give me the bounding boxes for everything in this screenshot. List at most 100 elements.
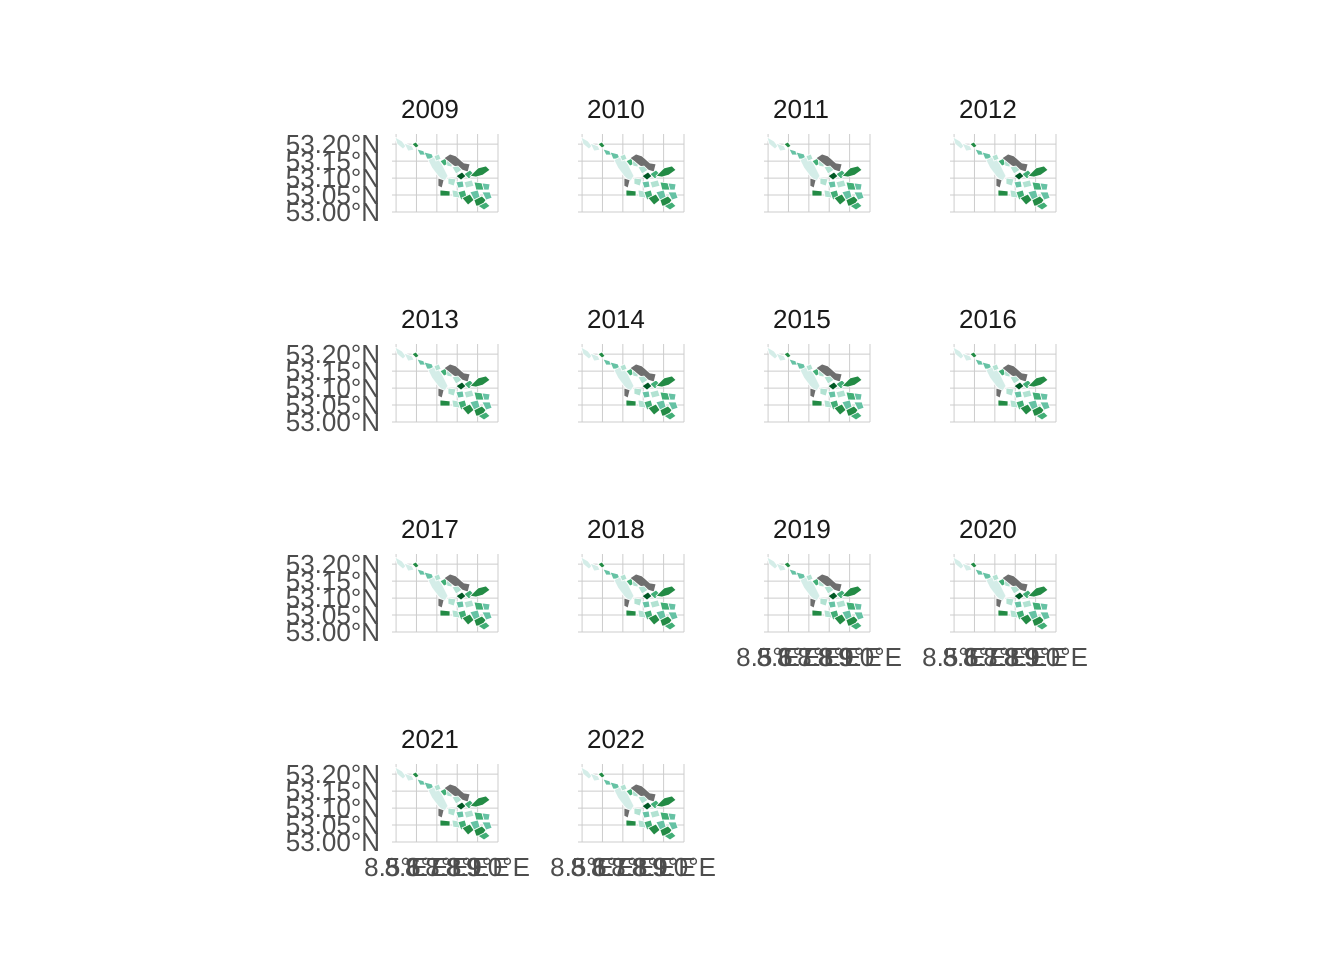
map-region [1039,611,1051,621]
x-tick-label: 8.9°E [632,852,696,882]
map-region [663,411,677,421]
map-region [433,363,442,372]
map-region [811,609,823,617]
map-region [1013,600,1023,609]
map-region [783,351,792,359]
x-tick-label: 9.0°E [652,852,716,882]
panel-2014: 2014 [578,304,685,423]
y-tick-label: 53.20°N [286,339,380,369]
panel-title: 2015 [773,304,831,334]
map-region [961,562,973,572]
map-region [623,387,631,399]
map-region [961,142,973,152]
x-tick-label: 9.0°E [466,852,530,882]
x-tick-label: 8.6°E [943,642,1007,672]
map-region [447,597,457,607]
map-region [663,621,677,631]
map-region [655,585,677,598]
map-region [849,411,863,421]
map-region [437,177,445,189]
map-region [637,585,649,595]
map-region [805,573,814,582]
panel-2016: 2016 [950,304,1057,423]
map-region [1009,585,1021,595]
map-region [433,783,442,792]
map-region [437,807,445,819]
map-region [775,352,787,362]
map-region [451,585,463,595]
panel-2019: 2019 8.5°E8.6°E8.7°E8.8°E8.9°E9.0°E [736,514,902,672]
map-region [823,585,835,595]
map-region [481,191,493,201]
panel-title: 2018 [587,514,645,544]
panel-2021: 202153.20°N53.15°N53.10°N53.05°N53.00°N8… [286,724,530,882]
map-region [663,201,677,211]
panel-2017: 2017 53.20°N53.15°N53.10°N53.05°N53.00°N [286,514,499,647]
map-region [819,387,829,397]
x-tick-label: 9.0°E [1024,642,1088,672]
map-region [667,182,677,191]
map-region [481,812,491,821]
map-region [667,191,679,201]
map-region [849,621,863,631]
map-region [411,771,420,779]
map-region [625,609,637,617]
map-region [403,562,415,572]
map-region [991,363,1000,372]
map-region [1035,201,1049,211]
x-tick-label: 8.8°E [797,642,861,672]
map-region [394,346,407,360]
map-region [775,142,787,152]
x-tick-label: 8.9°E [446,852,510,882]
panel-2011: 2011 [764,94,871,213]
map-region [667,392,677,401]
x-tick-label: 8.5°E [364,852,428,882]
panel-title: 2010 [587,94,645,124]
map-region [625,819,637,827]
map-region [597,771,606,779]
map-region [625,189,637,197]
map-region [633,387,643,397]
map-region [623,597,631,609]
y-tick-label: 53.05°N [286,810,380,840]
y-tick-label: 53.10°N [286,373,380,403]
map-region [477,411,491,421]
map-region [637,795,649,805]
y-tick-label: 53.20°N [286,129,380,159]
x-tick-label: 8.9°E [1004,642,1068,672]
map-region [655,375,677,388]
map-region [853,191,865,201]
map-region [1039,392,1049,401]
map-region [597,141,606,149]
map-region [1005,177,1015,187]
map-region [997,399,1009,407]
map-region [447,177,457,187]
map-region [952,346,965,360]
map-region [447,387,457,397]
map-region [1021,389,1033,399]
map-region [649,809,661,819]
x-tick-label: 8.6°E [385,852,449,882]
map-region [841,375,863,388]
map-region [1009,165,1021,175]
x-tick-label: 8.7°E [777,642,841,672]
map-region [783,561,792,569]
map-region [403,352,415,362]
panel-2022: 2022 8.5°E8.6°E8.7°E8.8°E8.9°E9.0°E [550,724,716,882]
map-region [811,189,823,197]
map-region [811,399,823,407]
map-region [463,389,475,399]
y-tick-label: 53.20°N [286,549,380,579]
map-region [649,389,661,399]
x-tick-label: 8.5°E [736,642,800,672]
map-region [819,597,829,607]
map-region [1035,411,1049,421]
map-region [1027,375,1049,388]
panel-title: 2020 [959,514,1017,544]
y-tick-label: 53.15°N [286,356,380,386]
map-region [463,599,475,609]
map-region [655,165,677,178]
map-region [481,182,491,191]
x-tick-label: 8.7°E [591,852,655,882]
